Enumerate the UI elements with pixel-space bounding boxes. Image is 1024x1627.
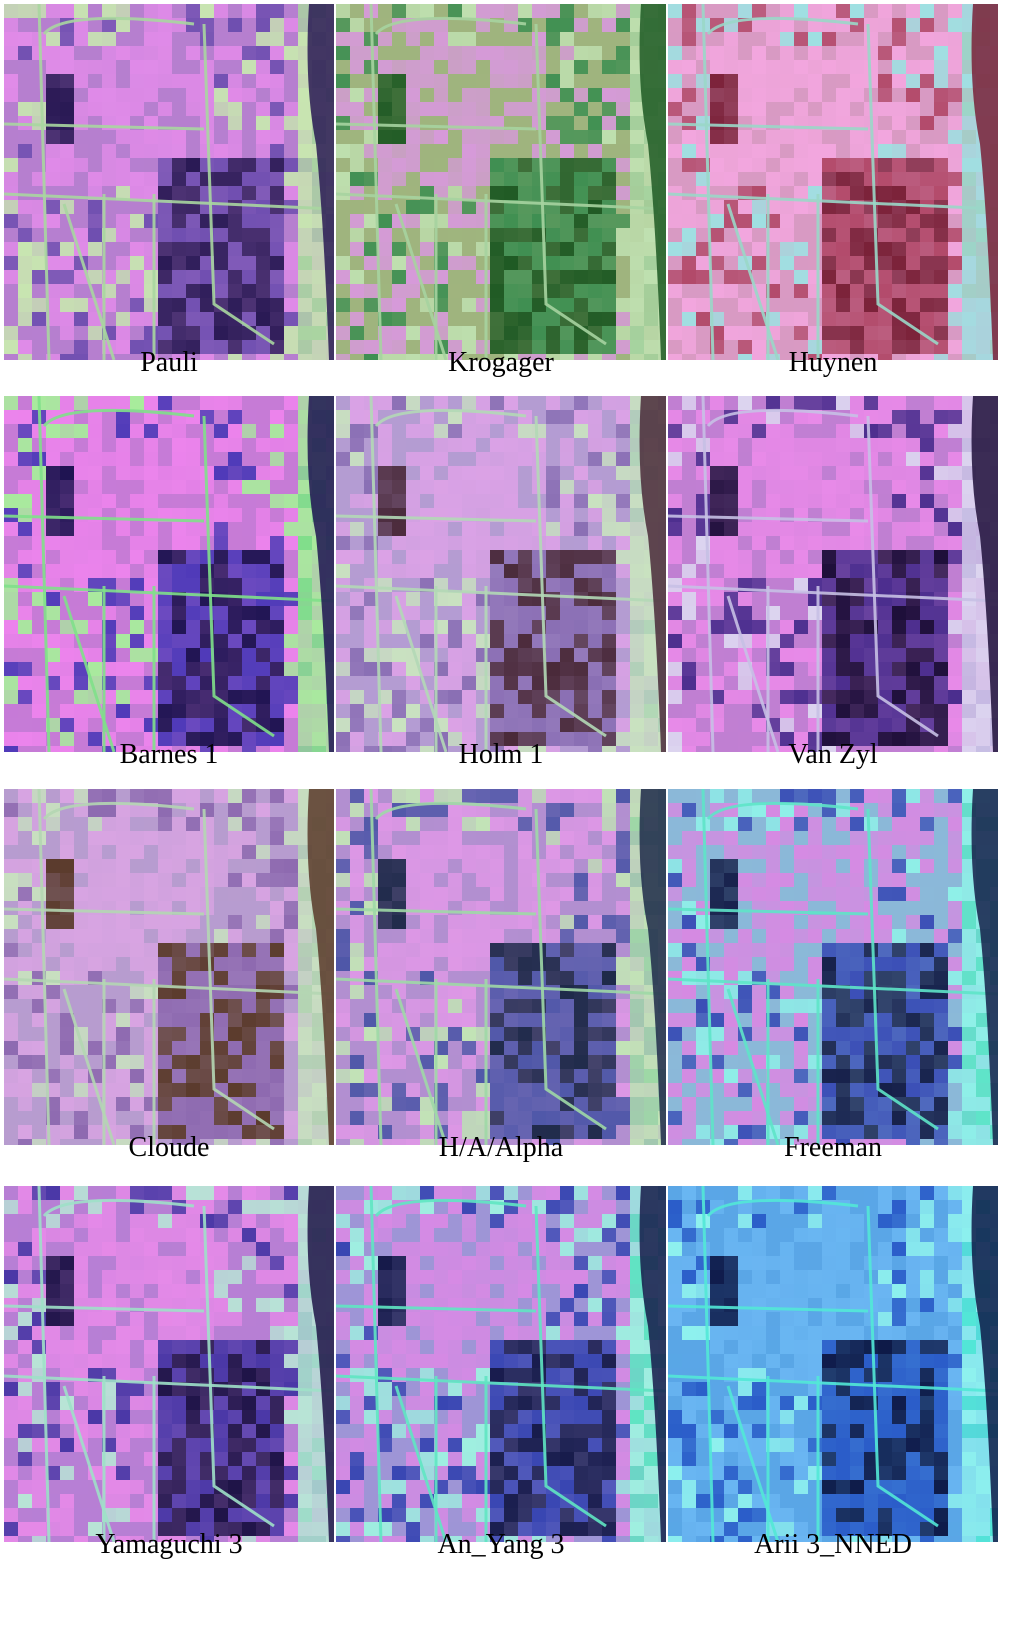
panel-7: Cloude <box>4 789 334 1174</box>
sar-image <box>668 4 998 360</box>
sar-image <box>336 789 666 1145</box>
sar-image <box>4 789 334 1145</box>
sar-image <box>336 4 666 360</box>
panel-6: Van Zyl <box>668 396 998 781</box>
panel-10: Yamaguchi 3 <box>4 1186 334 1571</box>
panel-12: Arii 3_NNED <box>668 1186 998 1571</box>
panel-4: Barnes 1 <box>4 396 334 781</box>
panel-caption: Pauli <box>140 347 198 378</box>
sar-image <box>668 396 998 752</box>
panel-caption: Holm 1 <box>458 739 544 770</box>
panel-caption: Van Zyl <box>788 739 878 770</box>
sar-image <box>668 1186 998 1542</box>
panel-caption: Huynen <box>788 347 878 378</box>
panel-9: Freeman <box>668 789 998 1174</box>
sar-image <box>668 789 998 1145</box>
panel-caption: Cloude <box>128 1132 210 1163</box>
panel-1: Pauli <box>4 4 334 389</box>
panel-caption: H/A/Alpha <box>438 1132 564 1163</box>
panel-2: Krogager <box>336 4 666 389</box>
sar-image <box>336 396 666 752</box>
sar-image <box>336 1186 666 1542</box>
panel-caption: Yamaguchi 3 <box>95 1529 243 1560</box>
panel-caption: Krogager <box>448 347 554 378</box>
panel-caption: An_Yang 3 <box>437 1529 565 1560</box>
panel-8: H/A/Alpha <box>336 789 666 1174</box>
panel-caption: Freeman <box>784 1132 882 1163</box>
panel-11: An_Yang 3 <box>336 1186 666 1571</box>
panel-3: Huynen <box>668 4 998 389</box>
sar-image <box>4 396 334 752</box>
panel-caption: Arii 3_NNED <box>754 1529 912 1560</box>
sar-image <box>4 1186 334 1542</box>
panel-5: Holm 1 <box>336 396 666 781</box>
panel-caption: Barnes 1 <box>119 739 219 770</box>
sar-image <box>4 4 334 360</box>
